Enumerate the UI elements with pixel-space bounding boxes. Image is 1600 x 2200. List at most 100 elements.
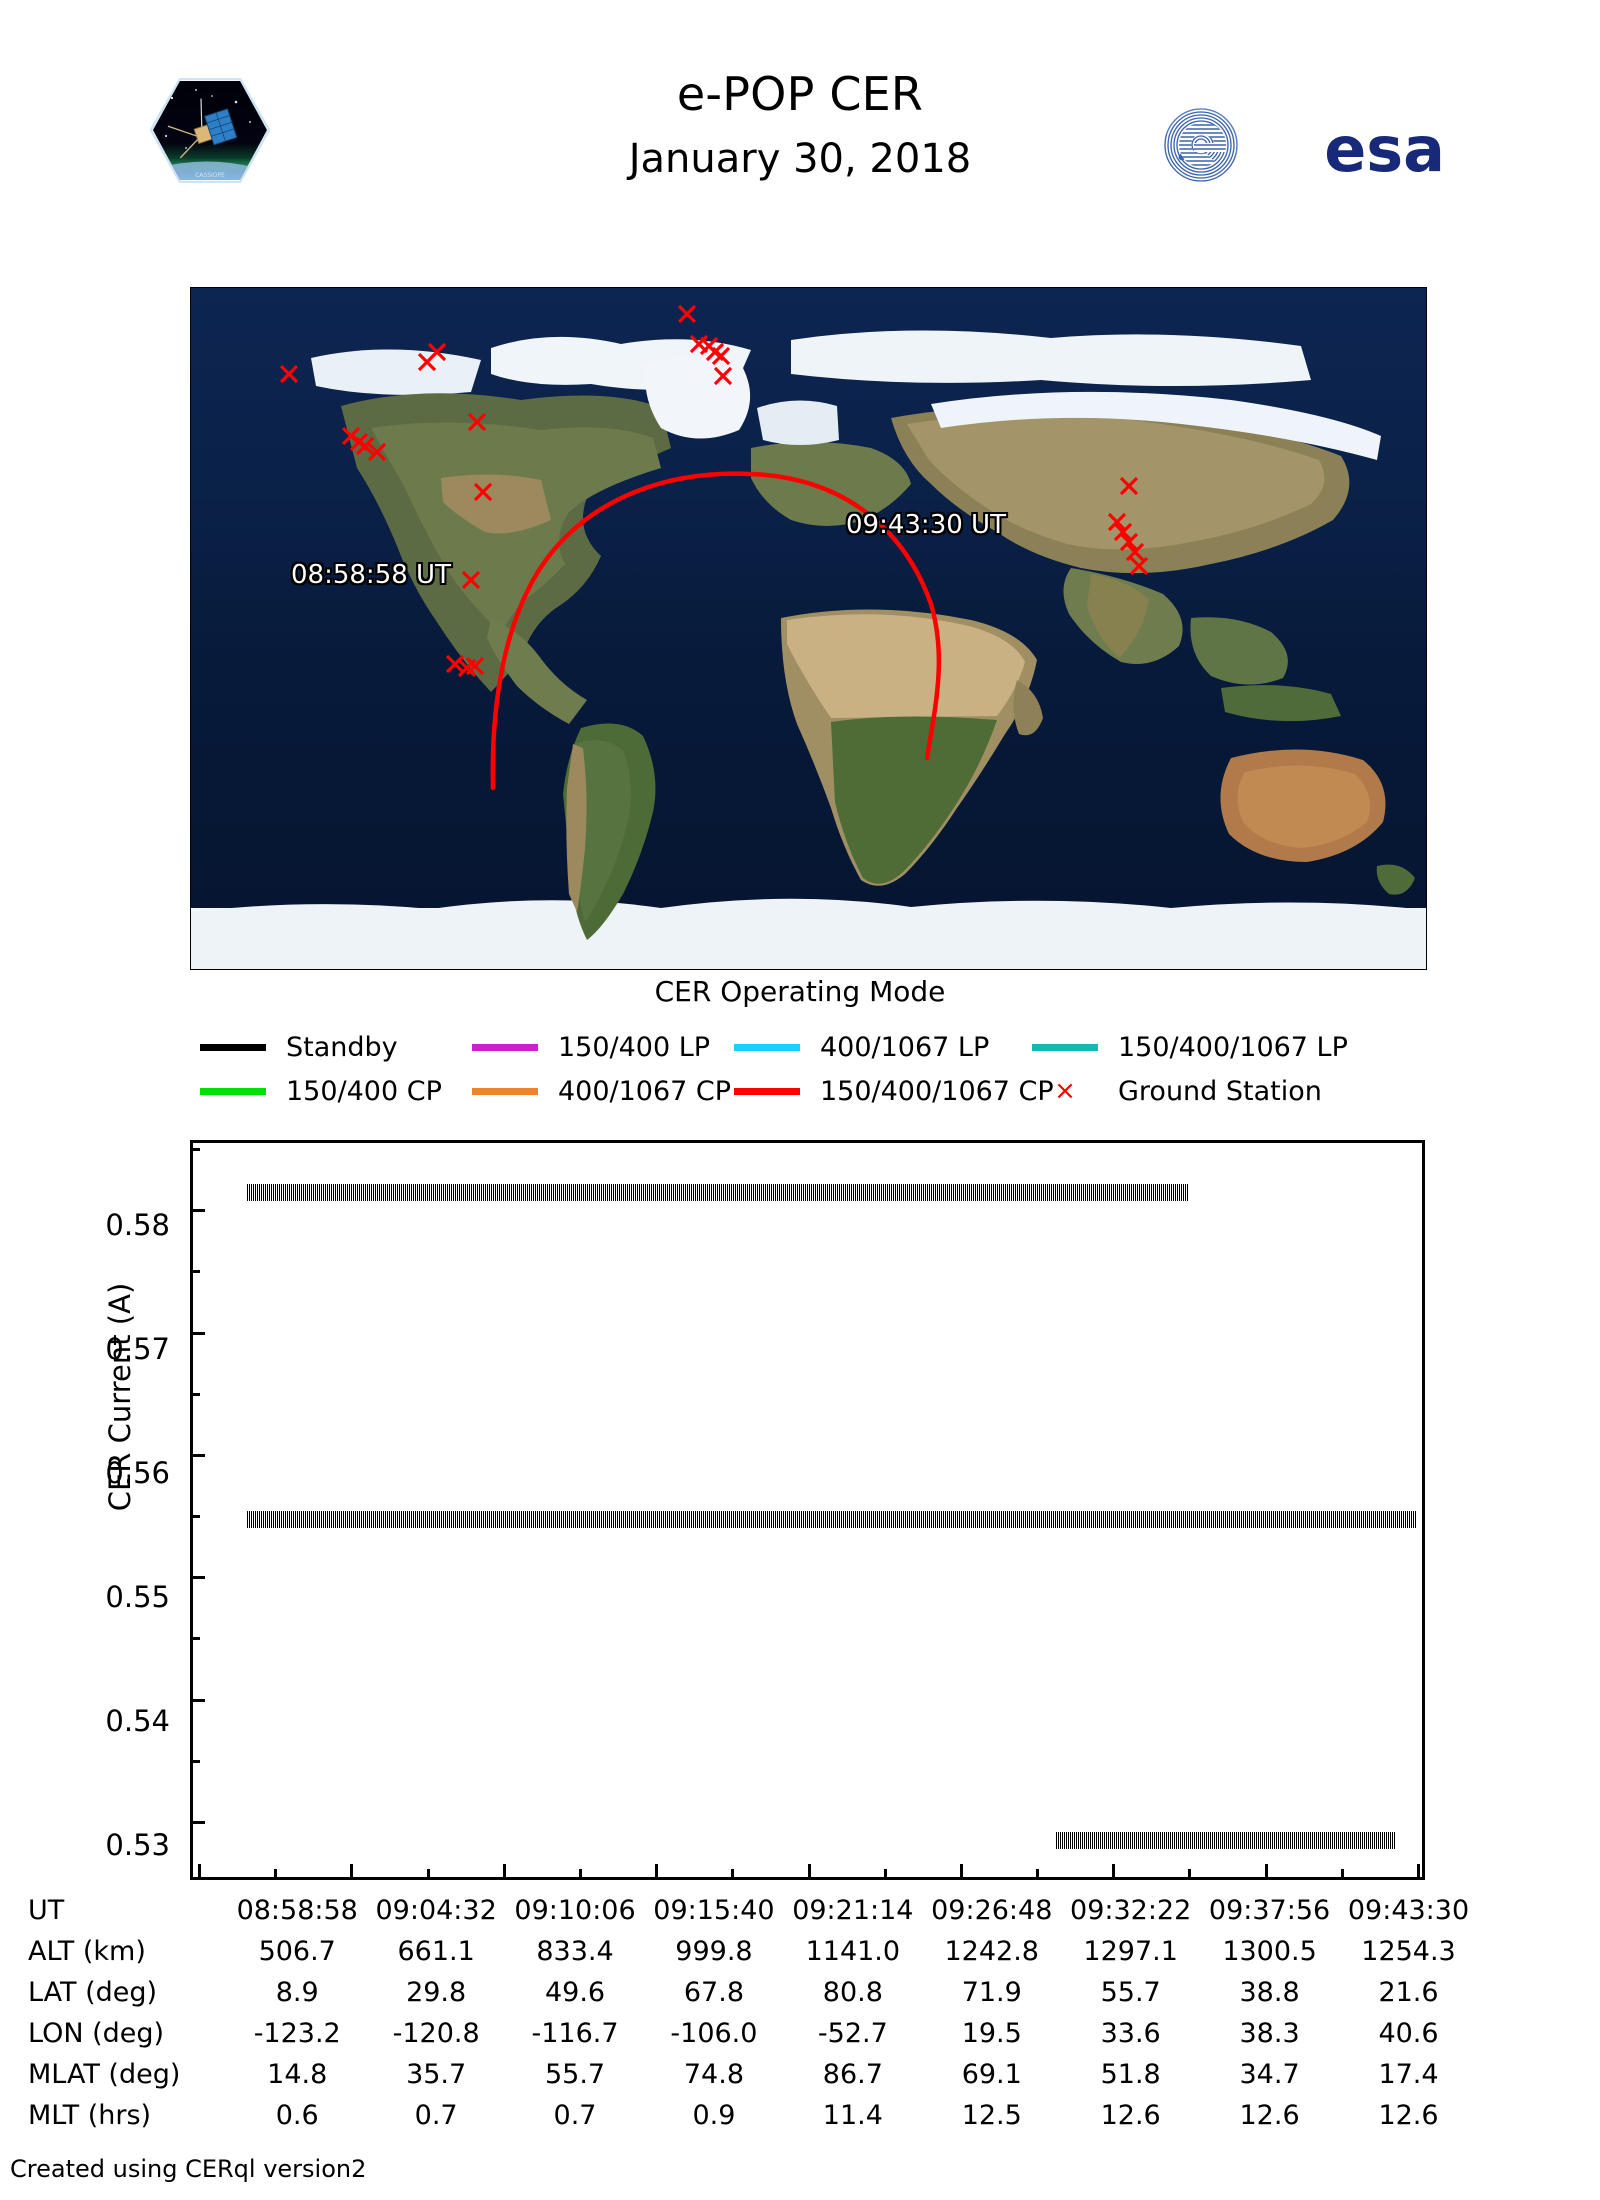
ephemeris-cell: 11.4 (822, 2100, 883, 2131)
y-tick-major (193, 1331, 205, 1335)
ground-station-markers (279, 304, 1149, 678)
ephemeris-cell: 0.9 (692, 2100, 736, 2131)
x-tick-minor (1340, 1869, 1344, 1877)
world-map-panel: 08:58:58 UT 09:43:30 UT (190, 287, 1427, 970)
x-tick-major (502, 1864, 506, 1877)
data-series-band (1055, 1832, 1395, 1850)
legend-item-ground-station[interactable]: × Ground Station (1032, 1076, 1322, 1107)
x-tick-minor (1188, 1869, 1192, 1877)
legend-row-2: 150/400 CP 400/1067 CP 150/400/1067 CP ×… (200, 1069, 1440, 1113)
legend-item-400-1067-cp[interactable]: 400/1067 CP (472, 1076, 734, 1107)
y-tick-major (193, 1576, 205, 1580)
ephemeris-cell: 1141.0 (805, 1936, 901, 1967)
ground-station-icon: × (1054, 1076, 1076, 1106)
ephemeris-cell: 35.7 (406, 2059, 467, 2090)
ephemeris-cell: 09:15:40 (653, 1895, 775, 1926)
y-tick-minor (193, 1270, 200, 1274)
ephemeris-cell: 09:43:30 (1347, 1895, 1470, 1926)
x-tick-major (198, 1864, 201, 1877)
legend-title: CER Operating Mode (654, 975, 946, 1008)
ephemeris-cell: -123.2 (253, 2018, 341, 2049)
legend-swatch-line (734, 1087, 800, 1095)
cassiope-logo: CASSIOPE (149, 77, 271, 184)
legend-item-150-400-cp[interactable]: 150/400 CP (200, 1076, 472, 1107)
y-tick-minor (193, 1392, 200, 1396)
ephemeris-cell: 0.7 (553, 2100, 597, 2131)
legend-label: 150/400 LP (558, 1031, 711, 1063)
ephemeris-cell: -120.8 (392, 2018, 480, 2049)
legend-item-150-400-1067-cp[interactable]: 150/400/1067 CP (734, 1076, 1054, 1107)
x-tick-minor (426, 1869, 430, 1877)
ephemeris-cell: 09:04:32 (375, 1895, 497, 1926)
x-tick-major (959, 1864, 963, 1877)
y-tick-major (193, 1209, 205, 1213)
ephemeris-cell: 51.8 (1100, 2059, 1161, 2090)
ephemeris-cell: 69.1 (961, 2059, 1022, 2090)
map-end-time-label: 09:43:30 UT (846, 510, 1006, 540)
ephemeris-cell: 833.4 (536, 1936, 614, 1967)
table-row: LAT (deg) 8.9 29.8 49.6 67.8 80.8 71.9 55.7 38.8… (28, 1972, 1478, 2013)
x-tick-major (1264, 1864, 1268, 1877)
ephemeris-cell: 71.9 (961, 1977, 1022, 2008)
ephemeris-cell: 86.7 (822, 2059, 883, 2090)
y-tick-minor (193, 1759, 200, 1763)
legend-item-400-1067-lp[interactable]: 400/1067 LP (734, 1032, 1032, 1063)
legend-swatch-line (472, 1043, 538, 1051)
x-tick-minor (731, 1869, 735, 1877)
legend-label: 400/1067 CP (558, 1075, 732, 1107)
ephemeris-cell: 09:10:06 (514, 1895, 636, 1926)
ephemeris-cell: 1254.3 (1361, 1936, 1456, 1967)
plot-inner (193, 1143, 1422, 1877)
ephemeris-cell: 09:26:48 (931, 1895, 1053, 1926)
map-start-time-label: 08:58:58 UT (291, 560, 451, 590)
legend-label: 400/1067 LP (820, 1031, 990, 1063)
x-tick-major (655, 1864, 659, 1877)
legend-label: 150/400 CP (286, 1075, 442, 1107)
legend-swatch-line (200, 1087, 266, 1095)
ephemeris-cell: 0.6 (275, 2100, 319, 2131)
x-tick-minor (883, 1869, 887, 1877)
data-series-band (247, 1510, 1416, 1528)
ephemeris-cell: 0.7 (414, 2100, 458, 2131)
ephemeris-cell: 55.7 (544, 2059, 606, 2090)
table-row: ALT (km) 506.7 661.1 833.4 999.8 1141.0 1242.8… (28, 1931, 1478, 1972)
cer-current-plot[interactable] (190, 1140, 1425, 1880)
ephemeris-row-label: MLT (hrs) (28, 2100, 152, 2131)
esa-logo-text: esa (1324, 113, 1445, 185)
legend-label: 150/400/1067 LP (1118, 1031, 1348, 1063)
x-tick-major (1417, 1864, 1420, 1877)
footer-credit: Created using CERql version2 (10, 2155, 367, 2183)
y-tick-label-4: 0.54 (105, 1704, 170, 1738)
legend-item-standby[interactable]: Standby (200, 1032, 472, 1063)
ephemeris-cell: 74.8 (683, 2059, 744, 2090)
legend-row-1: Standby 150/400 LP 400/1067 LP 150/400/1… (200, 1025, 1440, 1069)
ephemeris-cell: 12.5 (961, 2100, 1022, 2131)
ephemeris-cell: 1242.8 (944, 1936, 1039, 1967)
ephemeris-cell: 12.6 (1378, 2100, 1439, 2131)
ephemeris-cell: 08:58:58 (236, 1895, 358, 1926)
ephemeris-cell: 506.7 (258, 1936, 336, 1967)
ephemeris-cell: 1300.5 (1222, 1936, 1317, 1967)
ephemeris-cell: 19.5 (961, 2018, 1022, 2049)
legend-item-150-400-1067-lp[interactable]: 150/400/1067 LP (1032, 1032, 1348, 1063)
ephemeris-cell: -52.7 (817, 2018, 888, 2049)
title-block: e-POP CER January 30, 2018 (400, 70, 1200, 181)
y-tick-minor (193, 1148, 200, 1152)
y-tick-major (193, 1698, 205, 1702)
y-tick-label-5: 0.53 (105, 1828, 170, 1862)
legend-swatch-line (1032, 1043, 1098, 1051)
y-tick-label-0: 0.58 (105, 1208, 170, 1242)
ephemeris-cell: 80.8 (822, 1977, 883, 2008)
y-tick-major (193, 1820, 205, 1824)
ephemeris-row-label: UT (28, 1895, 65, 1926)
legend-item-150-400-lp[interactable]: 150/400 LP (472, 1032, 734, 1063)
x-tick-major (1112, 1864, 1116, 1877)
ephemeris-cell: 09:37:56 (1208, 1895, 1331, 1926)
ephemeris-cell: 21.6 (1378, 1977, 1439, 2008)
ephemeris-cell: 1297.1 (1083, 1936, 1178, 1967)
ephemeris-cell: 12.6 (1239, 2100, 1300, 2131)
y-tick-major (193, 1453, 205, 1457)
ephemeris-cell: 49.6 (544, 1977, 606, 2008)
y-tick-minor (193, 1637, 200, 1641)
